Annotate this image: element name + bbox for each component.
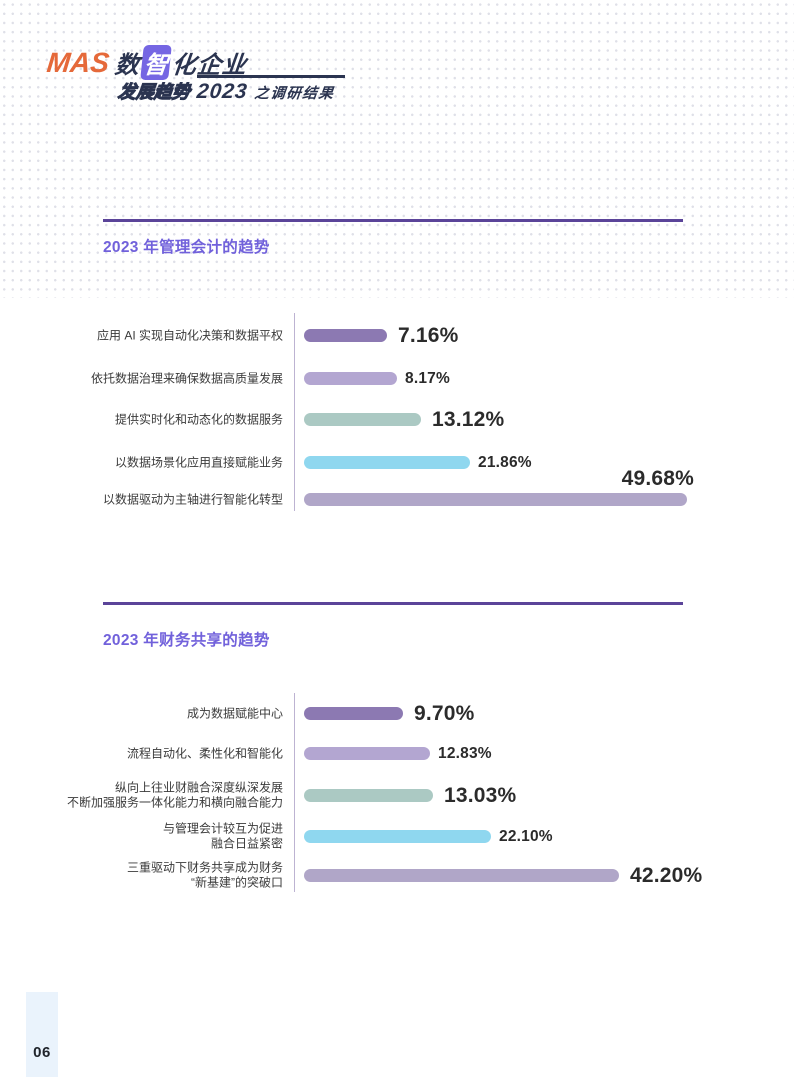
bar-category-label: 流程自动化、柔性化和智能化 (127, 746, 283, 762)
section-title-financial-shared-services: 2023 年财务共享的趋势 (103, 632, 270, 649)
bar (304, 789, 433, 802)
bar-row: 流程自动化、柔性化和智能化 12.83% (0, 744, 794, 762)
bar-category-label: 应用 AI 实现自动化决策和数据平权 (97, 328, 283, 344)
bar (304, 830, 491, 843)
logo-subtitle-year: 2023 (195, 80, 249, 103)
section-title-management-accounting: 2023 年管理会计的趋势 (103, 239, 270, 256)
bar-category-label-line: 成为数据赋能中心 (186, 705, 283, 720)
bar-category-label-line: 纵向上往业财融合深度纵深发展 (114, 780, 283, 794)
section-divider-1 (103, 219, 683, 222)
logo-word-shu: 数 (113, 52, 142, 79)
chart-management-accounting-trends: 应用 AI 实现自动化决策和数据平权 7.16% 依托数据治理来确保数据高质量发展 8… (0, 313, 794, 511)
bar-value-label: 13.03% (444, 783, 517, 807)
bar-category-label-line: 提供实时化和动态化的数据服务 (114, 411, 283, 426)
page-number: 06 (33, 1044, 51, 1061)
bar (304, 707, 403, 720)
chart-financial-shared-services-trends: 成为数据赋能中心 9.70% 流程自动化、柔性化和智能化 12.83% 纵向上往业财融合… (0, 693, 794, 892)
bar-value-label: 12.83% (438, 744, 492, 762)
bar-row: 三重驱动下财务共享成为财务 “新基建”的突破口 42.20% (0, 860, 794, 890)
bar-value-label: 42.20% (630, 863, 703, 887)
page-number-tab: 06 (26, 992, 58, 1077)
chart-axis-line (294, 313, 295, 511)
bar-value-label: 7.16% (398, 323, 459, 347)
chart-axis-line (294, 693, 295, 892)
bar-category-label: 三重驱动下财务共享成为财务 “新基建”的突破口 (127, 860, 283, 891)
bar-value-label: 21.86% (478, 453, 532, 471)
bar-row: 以数据驱动为主轴进行智能化转型 49.68% (0, 467, 794, 508)
bar-category-label-line: “新基建”的突破口 (191, 875, 283, 890)
bar (304, 456, 470, 469)
logo-subtitle-outline-text: 发展趋势 (116, 82, 191, 103)
logo-mas-text: MAS (45, 46, 111, 78)
bar (304, 493, 687, 506)
bar-category-label-line: 三重驱动下财务共享成为财务 (126, 860, 283, 874)
logo-underline (197, 75, 345, 78)
bar-value-label: 9.70% (414, 701, 475, 725)
bar-category-label: 提供实时化和动态化的数据服务 (115, 412, 283, 428)
bar-category-label-line: 与管理会计较互为促进 (162, 821, 283, 835)
bar-category-label-line: 以数据驱动为主轴进行智能化转型 (102, 491, 283, 506)
bar-row: 应用 AI 实现自动化决策和数据平权 7.16% (0, 324, 794, 347)
logo-subtitle: 发展趋势 2023 之调研结果 (116, 78, 336, 104)
brand-logo: MAS 数 智 化企业 发展趋势 2023 之调研结果 (45, 45, 387, 105)
bar (304, 869, 619, 882)
bar-value-label: 13.12% (432, 407, 505, 431)
bar-category-label: 成为数据赋能中心 (187, 706, 283, 722)
bar (304, 413, 421, 426)
bar-category-label-line: 以数据场景化应用直接赋能业务 (114, 454, 283, 469)
bar-category-label-line: 流程自动化、柔性化和智能化 (126, 745, 283, 760)
bar-category-label-line: 不断加强服务一体化能力和横向融合能力 (66, 795, 283, 810)
bar-category-label: 与管理会计较互为促进 融合日益紧密 (163, 821, 283, 852)
bar-category-label: 纵向上往业财融合深度纵深发展 不断加强服务一体化能力和横向融合能力 (67, 780, 283, 811)
bar-category-label-line: 融合日益紧密 (210, 836, 283, 851)
logo-subtitle-tail: 之调研结果 (253, 86, 336, 102)
bar-row: 依托数据治理来确保数据高质量发展 8.17% (0, 369, 794, 387)
section-divider-2 (103, 602, 683, 605)
bar-row: 纵向上往业财融合深度纵深发展 不断加强服务一体化能力和横向融合能力 13.03% (0, 780, 794, 810)
bar-value-label: 22.10% (499, 827, 553, 845)
bar-category-label: 依托数据治理来确保数据高质量发展 (91, 371, 283, 387)
bar-row: 与管理会计较互为促进 融合日益紧密 22.10% (0, 821, 794, 851)
bar-value-label: 49.68% (621, 467, 694, 490)
bar-row: 提供实时化和动态化的数据服务 13.12% (0, 408, 794, 431)
bar (304, 747, 430, 760)
bar (304, 329, 387, 342)
bar-category-label-line: 应用 AI 实现自动化决策和数据平权 (96, 327, 283, 342)
dot-pattern-background (0, 0, 794, 298)
bar-row: 以数据场景化应用直接赋能业务 21.86% (0, 453, 794, 471)
bar-value-label: 8.17% (405, 369, 450, 387)
bar-category-label-line: 依托数据治理来确保数据高质量发展 (90, 370, 283, 385)
bar-row: 成为数据赋能中心 9.70% (0, 702, 794, 725)
bar-category-label: 以数据场景化应用直接赋能业务 (115, 455, 283, 471)
bar (304, 372, 397, 385)
logo-zhi-badge: 智 (140, 45, 173, 80)
bar-category-label: 以数据驱动为主轴进行智能化转型 (103, 492, 283, 508)
